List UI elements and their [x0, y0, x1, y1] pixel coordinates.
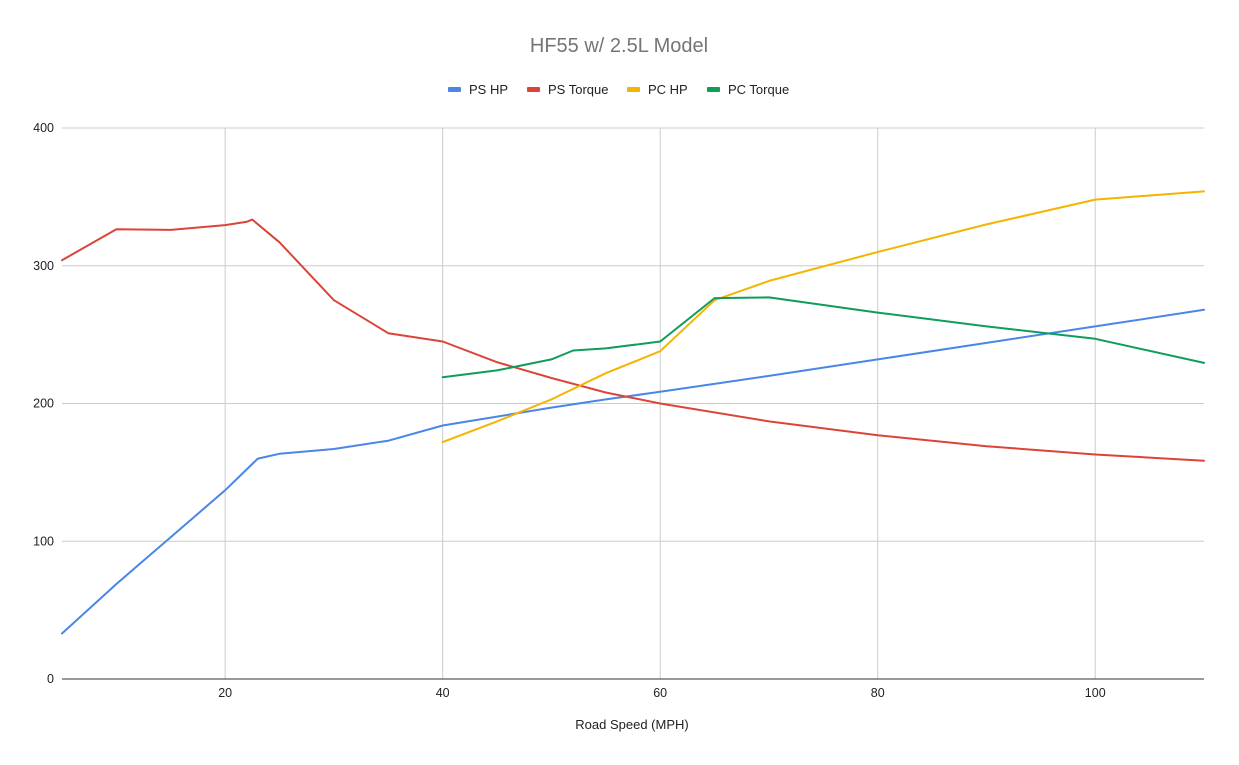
- x-tick-label: 20: [218, 686, 232, 700]
- legend-label-pc-torque: PC Torque: [728, 82, 789, 97]
- legend-label-ps-hp: PS HP: [469, 82, 508, 97]
- legend-swatch-pc-hp: [627, 87, 640, 92]
- y-tick-label: 400: [33, 121, 54, 135]
- series-line-pc-hp: [441, 190, 1205, 444]
- series-line-ps-hp: [61, 308, 1205, 635]
- legend-swatch-pc-torque: [707, 87, 720, 92]
- y-tick-label: 100: [33, 534, 54, 548]
- x-tick-label: 60: [653, 686, 667, 700]
- x-tick-label: 80: [871, 686, 885, 700]
- y-tick-label: 0: [47, 672, 54, 686]
- grid: [62, 127, 1204, 680]
- chart-title: HF55 w/ 2.5L Model: [530, 35, 708, 57]
- series-line-pc-torque: [441, 296, 1205, 379]
- legend-label-pc-hp: PC HP: [648, 82, 688, 97]
- x-tick-label: 100: [1085, 686, 1106, 700]
- x-tick-label: 40: [436, 686, 450, 700]
- series-group: [61, 190, 1205, 635]
- legend-swatch-ps-torque: [527, 87, 540, 92]
- y-tick-label: 200: [33, 397, 54, 411]
- x-axis-label: Road Speed (MPH): [575, 717, 688, 732]
- legend-swatch-ps-hp: [448, 87, 461, 92]
- y-tick-label: 300: [33, 259, 54, 273]
- y-axis: 0 100 200 300 400: [33, 121, 54, 686]
- legend-label-ps-torque: PS Torque: [548, 82, 608, 97]
- legend: PS HP PS Torque PC HP PC Torque: [448, 82, 789, 97]
- x-axis: 20 40 60 80 100: [218, 686, 1106, 700]
- series-line-ps-torque: [61, 218, 1205, 462]
